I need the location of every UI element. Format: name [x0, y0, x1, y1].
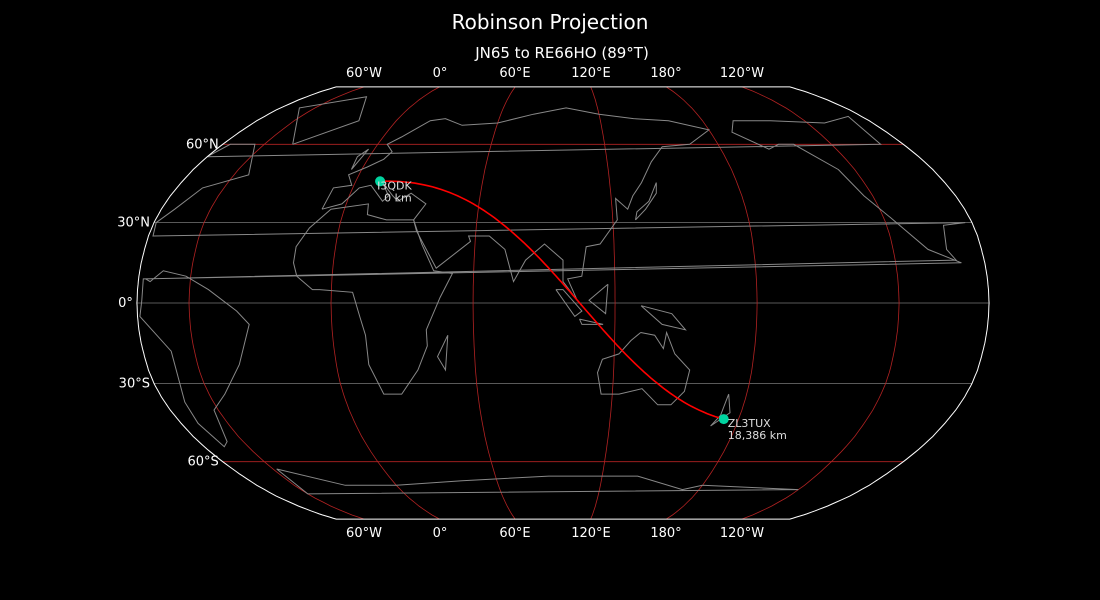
graticule	[136, 86, 990, 520]
longitude-tick-label: 60°E	[499, 526, 530, 541]
coastline	[292, 96, 368, 145]
longitude-tick-label: 180°	[650, 66, 681, 81]
end-distance-label: 18,386 km	[728, 429, 787, 442]
longitude-tick-label: 120°E	[571, 526, 611, 541]
meridian-line	[741, 86, 900, 520]
start-marker	[375, 176, 386, 187]
coastline	[596, 330, 691, 406]
coastline	[710, 393, 731, 427]
longitude-tick-label: 0°	[433, 66, 448, 81]
longitude-tick-label: 60°W	[346, 526, 382, 541]
map-subtitle: JN65 to RE66HO (89°T)	[475, 44, 649, 62]
coastline	[640, 305, 687, 331]
latitude-tick-label: 30°S	[119, 376, 150, 391]
coastline	[276, 468, 799, 495]
meridian-line	[666, 86, 758, 520]
coastline	[436, 334, 449, 372]
longitude-tick-label: 180°	[650, 526, 681, 541]
latitude-tick-label: 60°S	[187, 455, 218, 470]
coastline	[555, 289, 583, 318]
great-circle-path	[380, 180, 725, 420]
meridian-line	[188, 86, 365, 520]
map-title: Robinson Projection	[451, 10, 649, 34]
coastline	[350, 148, 369, 170]
coastlines	[139, 96, 966, 495]
coastline	[139, 115, 966, 448]
latitude-tick-label: 60°N	[186, 137, 219, 152]
coastline	[635, 182, 657, 221]
latitude-tick-label: 30°N	[117, 216, 150, 231]
coastline	[588, 283, 609, 315]
coastline	[579, 318, 604, 325]
map-outline	[136, 86, 990, 520]
start-call-label: I3QDK	[377, 179, 412, 192]
longitude-tick-label: 60°W	[346, 66, 382, 81]
latitude-tick-label: 0°	[118, 296, 133, 311]
coastline	[321, 107, 711, 301]
longitude-tick-label: 120°W	[720, 526, 764, 541]
longitude-tick-label: 120°E	[571, 66, 611, 81]
end-marker	[718, 414, 729, 425]
meridian-line	[472, 86, 516, 520]
end-call-label: ZL3TUX	[728, 417, 771, 430]
meridian-line	[590, 86, 616, 520]
longitude-tick-label: 0°	[433, 526, 448, 541]
start-distance-label: 0 km	[384, 191, 412, 204]
longitude-tick-label: 120°W	[720, 66, 764, 81]
longitude-tick-label: 60°E	[499, 66, 530, 81]
meridian-line	[330, 86, 440, 520]
